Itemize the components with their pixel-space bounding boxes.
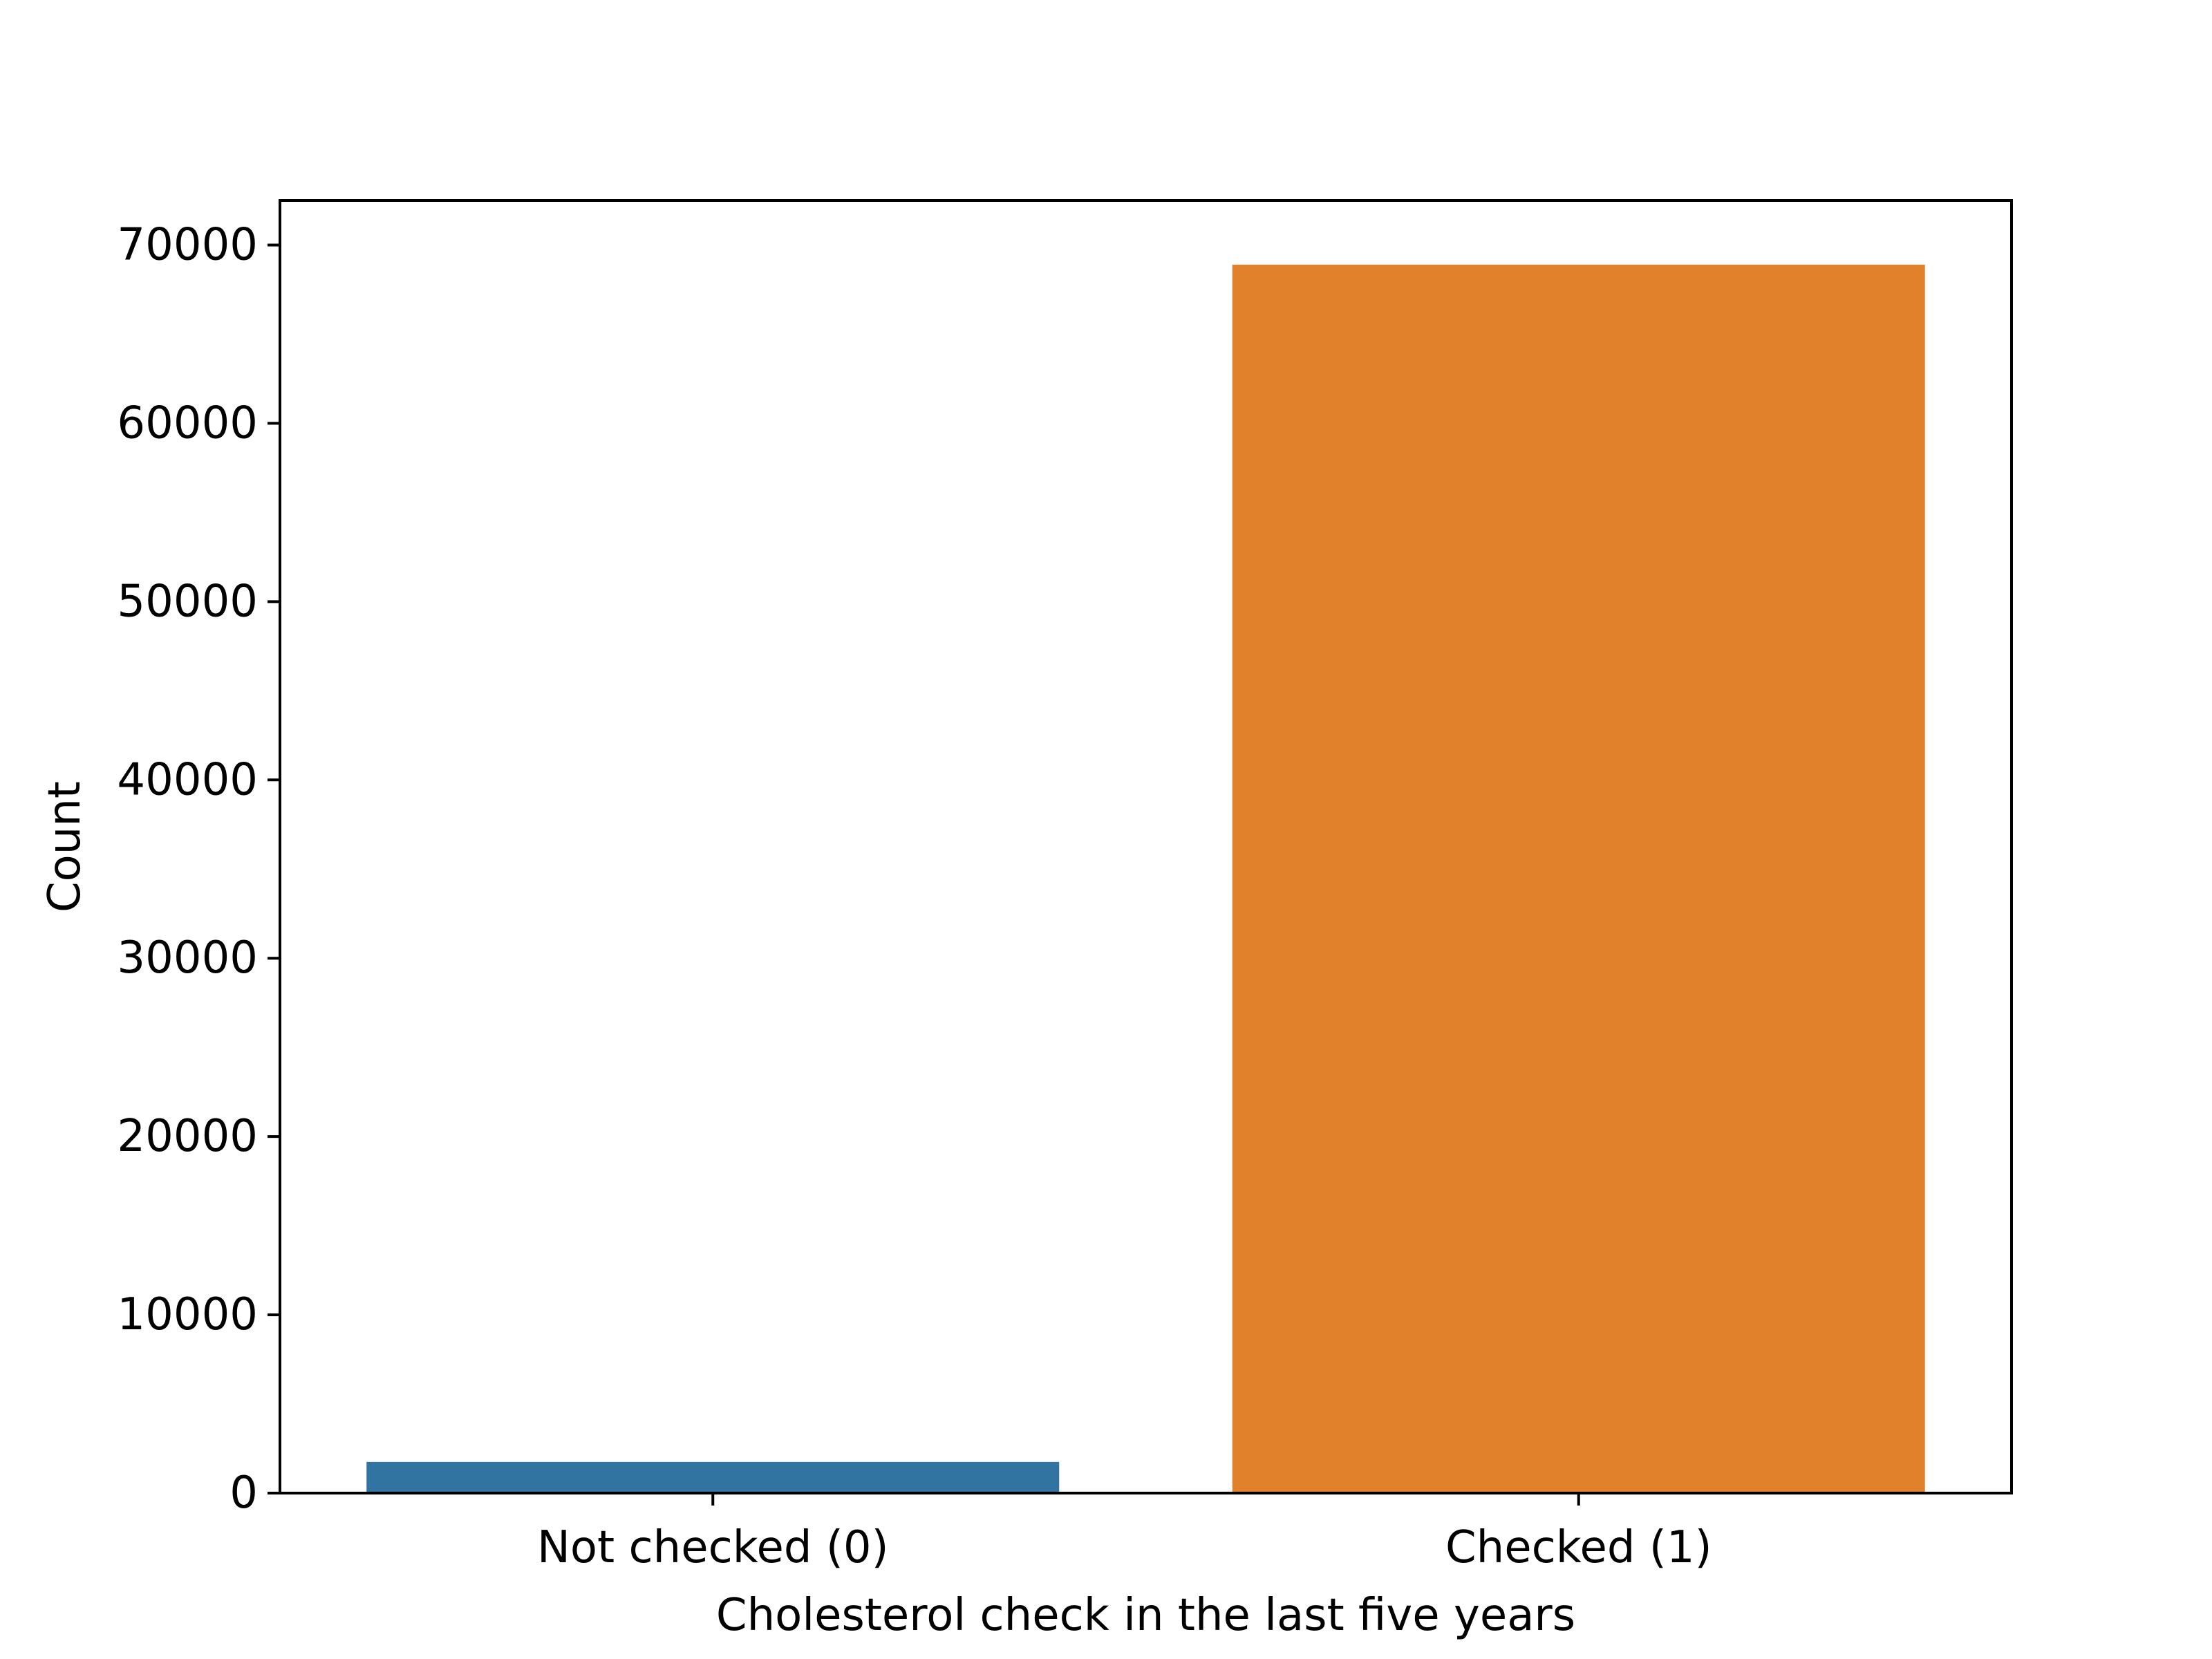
y-tick-label: 70000 [117,219,258,270]
x-tick-label: Not checked (0) [537,1522,889,1573]
bar-0 [366,1461,1060,1493]
bars-layer [366,264,1925,1493]
y-tick-label: 30000 [117,932,258,984]
x-tick-label: Checked (1) [1445,1522,1712,1573]
y-tick-label: 20000 [117,1111,258,1162]
x-axis-title: Cholesterol check in the last five years [716,1590,1575,1641]
y-tick-label: 50000 [117,576,258,627]
y-axis-title: Count [39,781,91,912]
y-tick-label: 10000 [117,1289,258,1340]
y-axis-ticks: 0 10000 20000 30000 40000 50000 60000 70000 [117,219,280,1519]
x-axis-ticks: Not checked (0) Checked (1) [537,1493,1712,1573]
plot-frame [279,199,2013,1494]
bar-1 [1232,264,1925,1493]
y-tick-label: 60000 [117,397,258,449]
y-tick-label: 0 [229,1468,258,1519]
y-tick-label: 40000 [117,754,258,805]
